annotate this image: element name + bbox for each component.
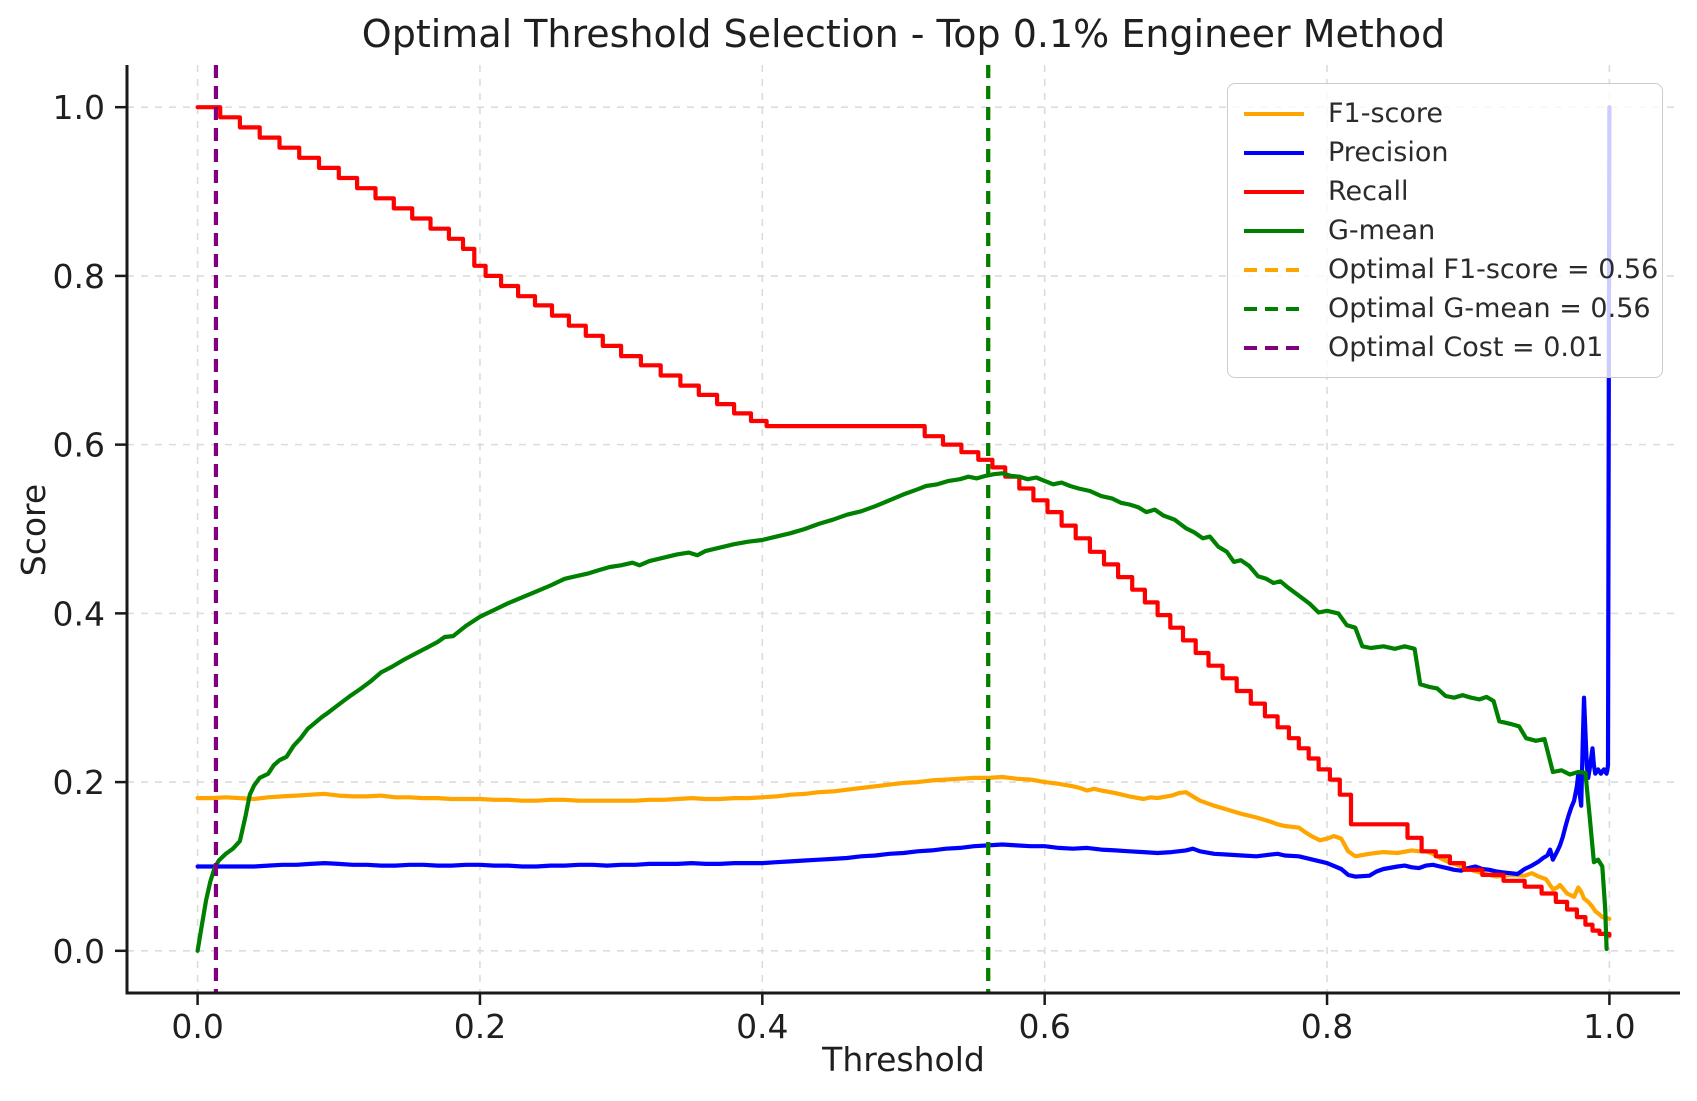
series-line-f1-score <box>195 774 1612 921</box>
y-tick-label: 0.6 <box>53 426 105 465</box>
legend-item-precision: Precision <box>1228 133 1662 172</box>
legend-label: Precision <box>1328 137 1449 168</box>
series-line-g-mean <box>195 471 1609 953</box>
legend-item-g-mean: G-mean <box>1228 211 1662 250</box>
legend-label: Recall <box>1328 176 1409 207</box>
series-line-recall <box>195 105 1612 938</box>
x-tick-label: 1.0 <box>1583 1007 1635 1046</box>
legend-label: Optimal G-mean = 0.56 <box>1328 293 1651 324</box>
y-axis-label: Score <box>14 483 53 577</box>
y-tick-label: 1.0 <box>53 88 105 127</box>
legend-item-optimal-cost: Optimal Cost = 0.01 <box>1228 328 1662 367</box>
legend-label: F1-score <box>1328 98 1444 129</box>
y-tick-label: 0.4 <box>53 594 105 633</box>
y-tick-label: 0.0 <box>53 932 105 971</box>
optimal-cost-dashed-swatch-icon <box>1244 345 1304 350</box>
y-tick-label: 0.2 <box>53 763 105 802</box>
legend-item-optimal-f1: Optimal F1-score = 0.56 <box>1228 250 1662 289</box>
legend-item-optimal-g-mean: Optimal G-mean = 0.56 <box>1228 289 1662 328</box>
legend-item-recall: Recall <box>1228 172 1662 211</box>
x-tick-label: 0.8 <box>1301 1007 1353 1046</box>
g-mean-line-swatch-icon <box>1244 228 1304 233</box>
x-tick-label: 0.0 <box>171 1007 223 1046</box>
precision-line-swatch-icon <box>1244 150 1304 155</box>
legend: F1-score Precision Recall G-mean Optimal… <box>1227 83 1663 378</box>
series-line-precision <box>195 105 1612 879</box>
y-tick-label: 0.8 <box>53 257 105 296</box>
optimal-f1-dashed-swatch-icon <box>1244 267 1304 272</box>
x-tick-label: 0.2 <box>454 1007 506 1046</box>
legend-label: Optimal Cost = 0.01 <box>1328 332 1604 363</box>
legend-label: Optimal F1-score = 0.56 <box>1328 254 1659 285</box>
legend-label: G-mean <box>1328 215 1436 246</box>
x-tick-label: 0.6 <box>1018 1007 1070 1046</box>
f1-line-swatch-icon <box>1244 111 1304 116</box>
optimal-g-mean-dashed-swatch-icon <box>1244 306 1304 311</box>
legend-item-f1-score: F1-score <box>1228 94 1662 133</box>
recall-line-swatch-icon <box>1244 189 1304 194</box>
chart-title: Optimal Threshold Selection - Top 0.1% E… <box>361 12 1446 56</box>
x-tick-label: 0.4 <box>736 1007 788 1046</box>
x-axis-label: Threshold <box>822 1040 985 1079</box>
